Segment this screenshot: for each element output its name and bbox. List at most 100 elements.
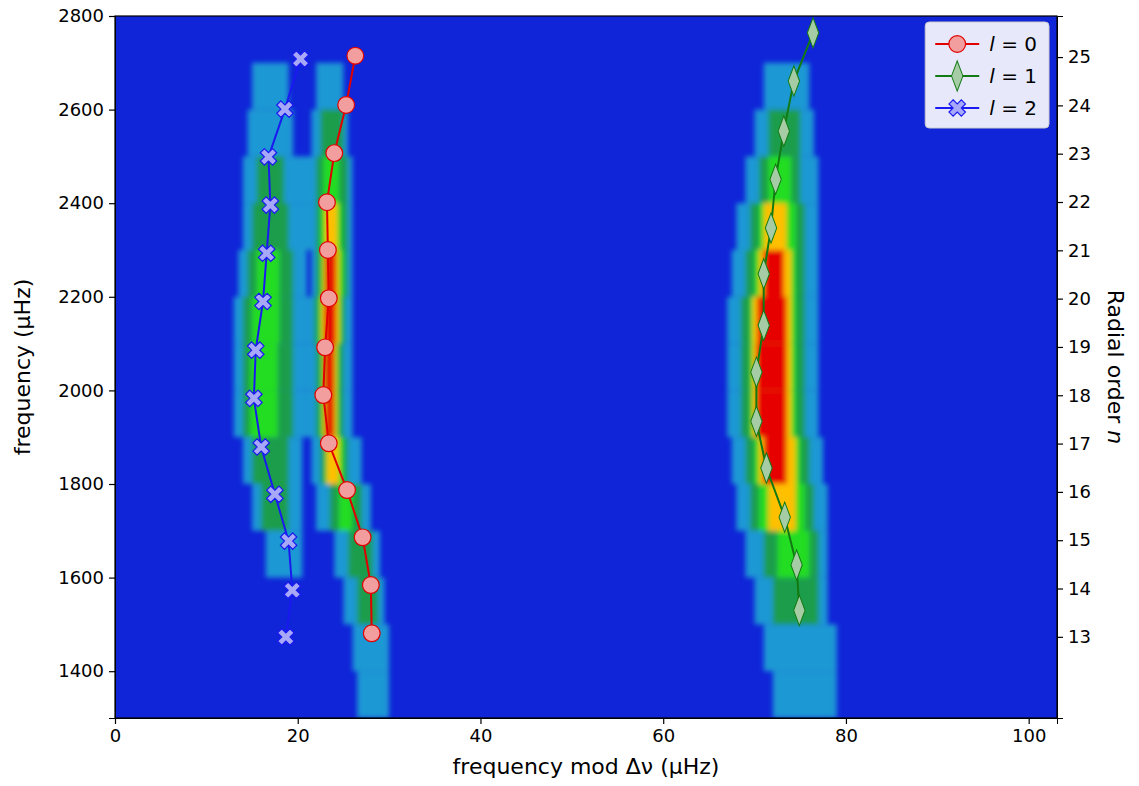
tick-mark	[1057, 347, 1063, 348]
tick-mark	[1057, 588, 1063, 589]
series-marker	[758, 259, 769, 289]
series-marker	[788, 66, 799, 96]
heatmap-cell	[756, 390, 786, 437]
tick-mark	[846, 718, 847, 724]
tick-label: 40	[470, 725, 493, 746]
heatmap-cell	[750, 203, 805, 250]
tick: 23	[1057, 143, 1091, 164]
series-marker	[779, 502, 790, 532]
legend-marker	[952, 61, 963, 91]
series-marker	[761, 453, 772, 483]
series-marker	[362, 577, 379, 594]
tick: 1800	[58, 473, 115, 494]
heatmap-cell	[243, 437, 302, 484]
tick: 2000	[58, 380, 115, 401]
series-marker	[263, 482, 288, 507]
series-marker	[758, 310, 769, 340]
series-marker	[273, 625, 298, 650]
tick-mark	[109, 109, 115, 110]
series-marker	[794, 595, 805, 625]
tick-mark	[109, 297, 115, 298]
heatmap-cell	[755, 578, 828, 625]
heatmap-cell	[243, 203, 353, 250]
tick-label: 80	[835, 725, 858, 746]
tick-mark	[109, 203, 115, 204]
y-axis-title: frequency (μHz)	[10, 279, 35, 456]
tick: 100	[1012, 718, 1046, 746]
tick-mark	[1057, 492, 1063, 493]
tick: 2800	[58, 5, 115, 26]
tick: 13	[1057, 626, 1091, 647]
axis-line	[116, 719, 1058, 725]
tick-mark	[1057, 443, 1063, 444]
heatmap-cell	[343, 578, 384, 625]
tick-label: 14	[1068, 578, 1091, 599]
series-marker	[315, 387, 332, 404]
legend-label: l = 0	[989, 32, 1037, 56]
tick: 2400	[58, 192, 115, 213]
series-marker	[751, 406, 762, 436]
heatmap-cell	[773, 578, 819, 625]
tick: 1600	[58, 567, 115, 588]
series-marker	[320, 435, 337, 452]
tick-label: 21	[1068, 240, 1091, 261]
tick-label: 16	[1068, 481, 1091, 502]
tick-mark	[109, 484, 115, 485]
heatmap-cell	[753, 297, 791, 344]
heatmap-cell	[745, 156, 818, 203]
heatmap-cell	[353, 624, 390, 671]
tick: 21	[1057, 240, 1091, 261]
heatmap-cell	[759, 156, 800, 203]
y-axis: 14001600180020002200240026002800	[58, 5, 115, 718]
x-axis: 020406080100	[110, 718, 1058, 746]
tick: 22	[1057, 191, 1091, 212]
heatmap-cell	[764, 624, 837, 671]
tick: 14	[1057, 578, 1091, 599]
tick: 20	[287, 718, 310, 746]
series-group	[242, 18, 819, 650]
tick-mark	[109, 577, 115, 578]
tick: 16	[1057, 481, 1091, 502]
series-marker	[273, 97, 298, 122]
heatmap-cell	[357, 671, 389, 718]
tick: 18	[1057, 385, 1091, 406]
tick: 24	[1057, 95, 1091, 116]
heatmap-cell	[768, 156, 791, 203]
tick-mark	[1057, 105, 1063, 106]
tick-label: 2000	[58, 380, 104, 401]
series-marker	[276, 529, 301, 554]
heatmap-cell	[759, 437, 796, 484]
series-marker	[363, 625, 380, 642]
heatmap-cell	[745, 531, 827, 578]
series-marker	[751, 357, 762, 387]
heatmap-cell	[764, 203, 787, 250]
tick: 0	[110, 718, 121, 746]
heatmap-cell	[755, 250, 796, 297]
heatmap-cell	[741, 297, 805, 344]
tick-label: 25	[1068, 46, 1091, 67]
series-marker	[338, 97, 355, 114]
tick-label: 2800	[58, 5, 104, 26]
tick-label: 2200	[58, 286, 104, 307]
heatmap-cell	[764, 531, 819, 578]
heatmap-cell	[732, 437, 823, 484]
tick-mark	[109, 390, 115, 391]
heatmap-cell	[764, 63, 810, 110]
tick: 2200	[58, 286, 115, 307]
series-marker	[249, 435, 274, 460]
y2-axis: 13141516171819202122232425	[1057, 17, 1091, 719]
legend: l = 0l = 1l = 2	[925, 22, 1049, 128]
heatmap-cell	[745, 250, 804, 297]
tick: 25	[1057, 46, 1091, 67]
tick: 80	[835, 718, 858, 746]
heatmap-background	[115, 16, 1057, 718]
tick: 2600	[58, 99, 115, 120]
series-marker	[258, 193, 283, 218]
tick-mark	[1057, 395, 1063, 396]
series-marker	[251, 289, 276, 314]
series-marker	[807, 18, 818, 48]
tick-label: 19	[1068, 336, 1091, 357]
tick: 17	[1057, 433, 1091, 454]
series-marker	[320, 242, 337, 259]
tick-label: 20	[287, 725, 310, 746]
